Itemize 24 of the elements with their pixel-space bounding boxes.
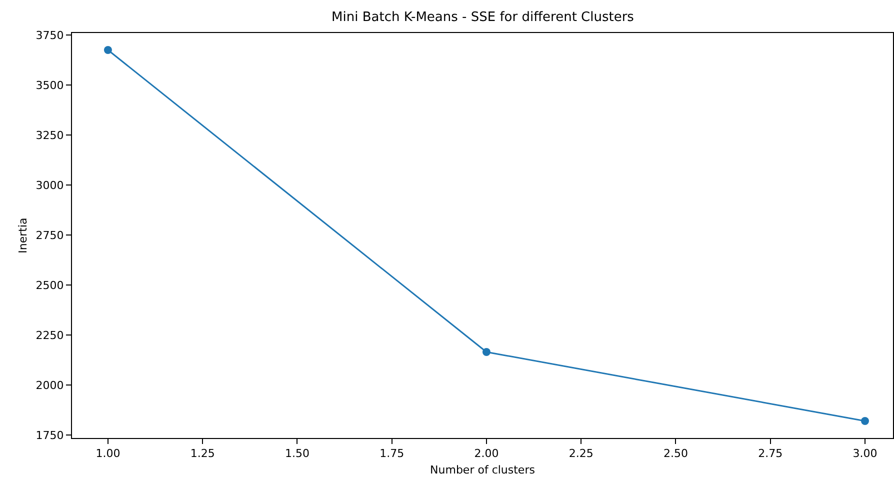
x-tick-label: 2.00	[474, 447, 499, 460]
x-tick-label: 3.00	[852, 447, 878, 460]
point	[104, 46, 112, 54]
chart-title: Mini Batch K-Means - SSE for different Clusters	[332, 10, 634, 26]
x-axis-title: Number of clusters	[430, 463, 536, 476]
y-tick-label: 3250	[36, 128, 64, 142]
point	[860, 417, 869, 425]
y-tick-label: 1750	[36, 428, 64, 442]
y-tick-label: 2500	[36, 278, 64, 292]
x-tick-label: 2.25	[568, 447, 594, 460]
x-tick-label: 2.75	[758, 447, 783, 460]
x-tick-label: 1.25	[190, 447, 215, 460]
x-tick-label: 2.50	[663, 447, 688, 460]
y-tick-label: 2750	[36, 228, 64, 242]
y-tick-label: 3500	[36, 78, 64, 92]
y-axis-title: Inertia	[16, 218, 30, 254]
y-tick-label: 2250	[36, 328, 64, 342]
y-tick-label: 2000	[36, 378, 64, 392]
x-tick-label: 1.75	[380, 447, 404, 460]
y-tick-label: 3750	[36, 28, 64, 42]
x-tick-label: 1.50	[284, 447, 310, 460]
point	[482, 348, 490, 356]
x-tick-label: 1.00	[96, 447, 120, 460]
y-tick-label: 3000	[36, 178, 64, 192]
